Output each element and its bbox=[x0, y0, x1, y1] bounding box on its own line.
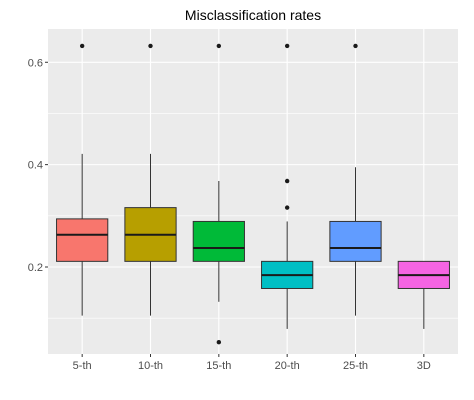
x-tick-label: 25-th bbox=[343, 360, 368, 372]
plot-panel bbox=[48, 29, 458, 354]
outlier-point bbox=[148, 43, 153, 49]
y-tick-label: 0.4 bbox=[28, 160, 43, 172]
box-group-3D bbox=[397, 260, 450, 329]
outlier-point bbox=[216, 43, 222, 49]
x-tick-label: 3D bbox=[417, 360, 431, 372]
box bbox=[329, 220, 382, 262]
outlier-point bbox=[284, 205, 290, 210]
outlier-point bbox=[353, 43, 358, 49]
chart-title: Misclassification rates bbox=[184, 7, 322, 23]
box-group-10-th bbox=[124, 43, 177, 316]
box-group-15-th bbox=[192, 43, 245, 345]
x-tick-label: 15-th bbox=[206, 360, 231, 372]
x-tick-label: 10-th bbox=[138, 360, 163, 372]
box-group-25-th bbox=[329, 43, 382, 316]
outlier-point bbox=[284, 178, 290, 184]
box bbox=[56, 218, 109, 262]
x-tick-label: 20-th bbox=[275, 360, 300, 372]
box bbox=[192, 220, 245, 262]
outlier-point bbox=[284, 43, 290, 49]
box-group-5-th bbox=[56, 43, 109, 316]
outlier-point bbox=[79, 43, 85, 49]
y-tick-label: 0.2 bbox=[28, 262, 43, 274]
y-tick-label: 0.6 bbox=[28, 57, 43, 69]
x-tick-label: 5-th bbox=[73, 360, 92, 372]
outlier-point bbox=[216, 340, 222, 345]
box-group-20-th bbox=[261, 43, 314, 329]
